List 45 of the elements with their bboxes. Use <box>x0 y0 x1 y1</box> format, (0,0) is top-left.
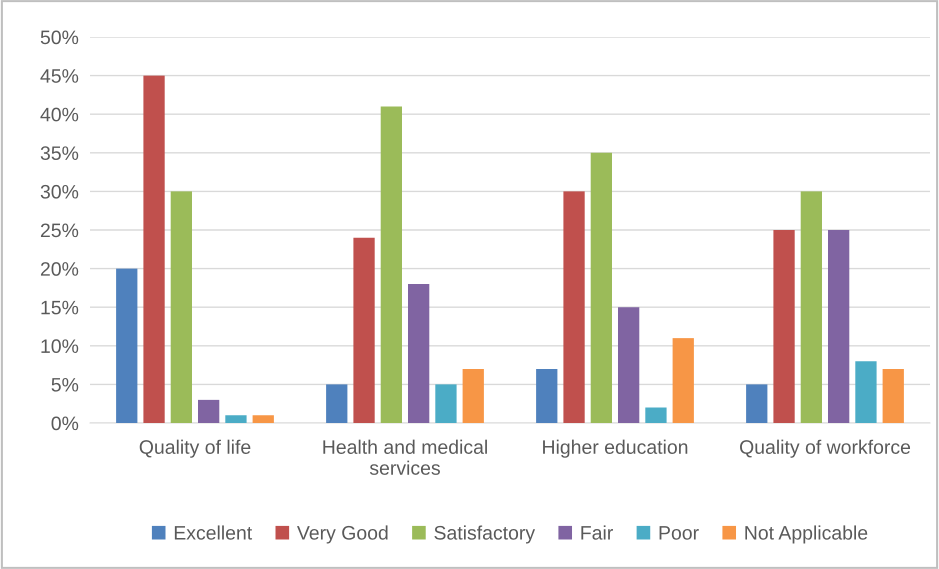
legend-label: Excellent <box>174 525 252 540</box>
bar <box>326 384 348 423</box>
legend-label: Fair <box>581 525 613 540</box>
bar <box>380 106 402 423</box>
bar <box>563 191 585 423</box>
y-tick-label: 45% <box>40 69 78 83</box>
bar <box>672 338 694 423</box>
bar <box>828 230 850 423</box>
y-tick-label: 20% <box>40 262 78 276</box>
legend-label: Not Applicable <box>745 525 868 544</box>
bar <box>800 191 822 423</box>
bar <box>225 415 247 423</box>
x-tick-label: Health and medical services <box>323 440 487 475</box>
bar <box>435 384 457 423</box>
y-tick-label: 0% <box>52 416 78 430</box>
legend-label: Very Good <box>296 525 388 544</box>
x-tick-label: Quality of workforce <box>740 440 910 458</box>
bar <box>645 408 667 423</box>
bar <box>408 284 430 423</box>
bar <box>143 76 165 423</box>
bar <box>773 230 795 423</box>
bar <box>198 400 220 423</box>
x-tick-label: Higher education <box>543 440 688 458</box>
legend-label: Satisfactory <box>434 525 536 544</box>
y-tick-label: 5% <box>52 378 78 392</box>
legend-label: Poor <box>660 526 699 540</box>
bar <box>882 368 904 423</box>
bar <box>536 368 558 423</box>
bar <box>590 152 612 423</box>
y-tick-label: 50% <box>40 30 78 44</box>
bar <box>170 191 192 423</box>
bar <box>353 238 375 423</box>
y-tick-label: 10% <box>41 339 78 354</box>
bar <box>116 268 138 423</box>
y-tick-label: 25% <box>40 223 78 238</box>
y-tick-label: 40% <box>40 108 78 122</box>
bar <box>746 384 768 423</box>
bar <box>462 368 484 423</box>
y-tick-label: 15% <box>41 300 78 314</box>
bar <box>252 415 274 423</box>
x-tick-label: Quality of life <box>140 440 250 458</box>
y-tick-label: 30% <box>40 184 78 199</box>
bar <box>855 361 877 423</box>
y-tick-label: 35% <box>40 146 78 160</box>
bar <box>618 307 640 423</box>
